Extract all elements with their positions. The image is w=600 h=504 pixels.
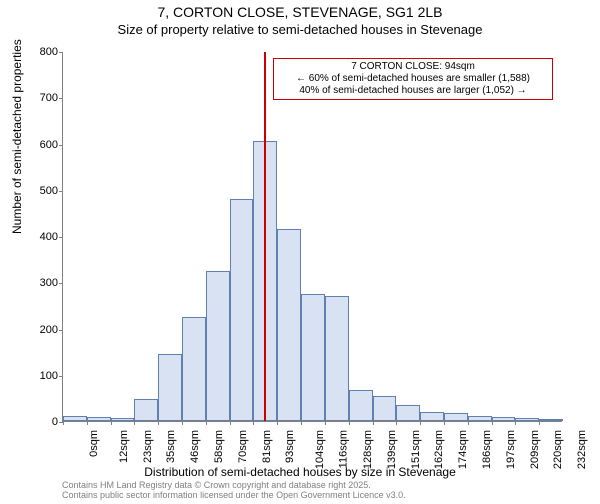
x-tick-mark <box>444 421 445 425</box>
x-tick-mark <box>396 421 397 425</box>
chart-title-sub: Size of property relative to semi-detach… <box>0 22 600 37</box>
x-tick-label: 93sqm <box>285 430 297 463</box>
annotation-line: 7 CORTON CLOSE: 94sqm <box>278 61 548 73</box>
y-axis-label: Number of semi-detached properties <box>10 39 24 234</box>
y-tick-mark <box>59 52 63 53</box>
x-tick-label: 35sqm <box>165 430 177 463</box>
histogram-bar <box>301 294 325 421</box>
x-tick-label: 151sqm <box>410 430 422 469</box>
x-tick-label: 209sqm <box>529 430 541 469</box>
x-tick-label: 116sqm <box>337 430 349 468</box>
histogram-bar <box>325 296 349 421</box>
y-tick-label: 100 <box>40 370 58 382</box>
x-tick-label: 23sqm <box>142 430 154 463</box>
x-tick-mark <box>134 421 135 425</box>
x-tick-mark <box>158 421 159 425</box>
histogram-bar <box>63 416 87 421</box>
y-tick-label: 500 <box>40 185 58 197</box>
y-tick-mark <box>59 191 63 192</box>
y-tick-mark <box>59 98 63 99</box>
x-tick-mark <box>63 421 64 425</box>
histogram-bar <box>492 417 516 421</box>
histogram-bar <box>206 271 230 421</box>
x-tick-mark <box>301 421 302 425</box>
histogram-bar <box>373 396 397 421</box>
y-tick-label: 800 <box>40 46 58 58</box>
x-axis-label: Distribution of semi-detached houses by … <box>0 465 600 479</box>
chart-area: 01002003004005006007008000sqm12sqm23sqm3… <box>62 52 562 422</box>
footer-attribution: Contains HM Land Registry data © Crown c… <box>62 481 406 501</box>
x-tick-label: 46sqm <box>189 430 201 463</box>
x-tick-label: 232sqm <box>576 430 588 469</box>
x-tick-label: 186sqm <box>481 430 493 469</box>
y-tick-label: 400 <box>40 231 58 243</box>
histogram-bar <box>87 417 111 421</box>
x-tick-mark <box>420 421 421 425</box>
x-tick-mark <box>253 421 254 425</box>
histogram-bar <box>396 405 420 421</box>
x-tick-mark <box>230 421 231 425</box>
x-tick-label: 0sqm <box>88 430 100 457</box>
histogram-bar <box>444 413 468 421</box>
x-tick-mark <box>373 421 374 425</box>
histogram-bar <box>420 412 444 421</box>
x-tick-label: 139sqm <box>386 430 398 469</box>
y-tick-mark <box>59 145 63 146</box>
x-tick-label: 81sqm <box>261 430 273 463</box>
histogram-bar <box>515 418 539 421</box>
y-tick-label: 300 <box>40 277 58 289</box>
histogram-bar <box>182 317 206 421</box>
x-tick-label: 197sqm <box>505 430 517 469</box>
histogram-bar <box>539 419 563 421</box>
x-tick-label: 12sqm <box>118 430 130 463</box>
histogram-bar <box>349 390 373 421</box>
histogram-bar <box>468 416 492 421</box>
x-tick-mark <box>539 421 540 425</box>
y-tick-label: 0 <box>52 416 58 428</box>
x-tick-mark <box>206 421 207 425</box>
x-tick-mark <box>515 421 516 425</box>
histogram-bar <box>111 418 135 421</box>
reference-line <box>264 52 266 421</box>
x-tick-mark <box>349 421 350 425</box>
x-tick-mark <box>87 421 88 425</box>
x-tick-mark <box>325 421 326 425</box>
x-tick-mark <box>277 421 278 425</box>
annotation-line: 40% of semi-detached houses are larger (… <box>278 85 548 97</box>
chart-title-main: 7, CORTON CLOSE, STEVENAGE, SG1 2LB <box>0 4 600 20</box>
x-tick-label: 162sqm <box>433 430 445 469</box>
x-tick-mark <box>111 421 112 425</box>
histogram-bar <box>277 229 301 421</box>
x-tick-label: 174sqm <box>457 430 469 469</box>
x-tick-label: 104sqm <box>314 430 326 469</box>
x-tick-label: 220sqm <box>553 430 565 469</box>
x-tick-label: 58sqm <box>213 430 225 463</box>
y-tick-mark <box>59 283 63 284</box>
histogram-bar <box>134 399 158 421</box>
y-tick-mark <box>59 330 63 331</box>
x-tick-mark <box>468 421 469 425</box>
annotation-box: 7 CORTON CLOSE: 94sqm← 60% of semi-detac… <box>273 58 553 100</box>
x-tick-mark <box>492 421 493 425</box>
plot-region: 01002003004005006007008000sqm12sqm23sqm3… <box>62 52 562 422</box>
x-tick-label: 128sqm <box>362 430 374 469</box>
annotation-line: ← 60% of semi-detached houses are smalle… <box>278 73 548 85</box>
y-tick-mark <box>59 237 63 238</box>
x-tick-mark <box>182 421 183 425</box>
y-tick-mark <box>59 376 63 377</box>
x-tick-label: 70sqm <box>237 430 249 463</box>
y-tick-label: 700 <box>40 92 58 104</box>
histogram-bar <box>230 199 254 421</box>
y-tick-label: 600 <box>40 139 58 151</box>
y-tick-label: 200 <box>40 324 58 336</box>
histogram-bar <box>158 354 182 421</box>
